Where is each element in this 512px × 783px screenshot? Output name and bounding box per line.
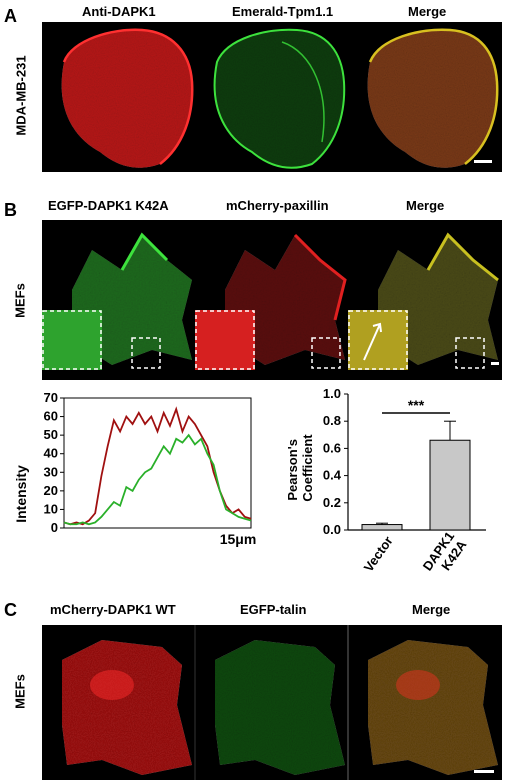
bar-chart-ytick-label: 0.6 [323,440,341,455]
panel-a-letter: A [4,6,17,26]
line-chart-ytick-label: 30 [44,464,58,479]
line-chart-ytick-label: 20 [44,483,58,498]
line-chart-ytick-label: 40 [44,446,58,461]
panel-a-scale-bar [474,160,492,163]
line-chart-ytick-label: 10 [44,501,58,516]
line-chart-ytick-label: 70 [44,390,58,405]
bar-chart-ylabel-line1: Pearson's [285,439,300,501]
line-chart-xlabel: 15μm [220,531,257,547]
panel-b-letter: B [4,200,17,220]
significance-label: *** [408,397,425,413]
panel-b-line-profile-arrow [363,323,381,361]
panel-a-merge-cell [367,28,499,168]
bar-chart-ytick-label: 0.0 [323,522,341,537]
pearson-bar-chart-svg: Pearson's Coefficient 0.0 0.2 0.4 0.6 0.8 1.0… [285,386,486,582]
panel-a-red-cell [61,28,194,168]
panel-b-merge-inset [348,310,408,370]
bar-chart-ylabel: Pearson's Coefficient [285,434,315,502]
intensity-line-chart: Intensity 15μm 0 10 20 30 40 50 60 70 [6,390,266,550]
bar-chart-ylabel-line2: Coefficient [300,434,315,502]
panel-b-red-roi [311,337,341,369]
panel-c-scale-bar [474,770,494,773]
bar-chart-ytick-label: 1.0 [323,386,341,401]
panel-b-merge-roi [455,337,485,369]
panel-b-col1-label: EGFP-DAPK1 K42A [48,198,169,213]
bar-chart-ytick-label: 0.4 [323,468,342,483]
bar-1 [429,439,471,531]
panel-a-image-strip [42,22,502,172]
panel-c-row-label: MEFs [12,674,28,709]
panel-c-col3-label: Merge [412,602,451,617]
line-chart-series-0 [63,406,252,526]
line-chart-ylabel: Intensity [13,465,29,523]
panel-b-green-inset-fill [42,310,102,370]
panel-b-scale-bar [491,362,499,365]
panel-c-image-strip [42,625,502,780]
panel-b-image-strip [42,220,502,380]
line-chart-series-1 [63,433,252,526]
panel-a-col2-label: Emerald-Tpm1.1 [232,4,334,19]
line-chart-plot-frame [63,397,252,529]
panel-a-col1-label: Anti-DAPK1 [82,4,156,19]
panel-b-merge-inset-fill [348,310,408,370]
panel-c-col2-label: EGFP-talin [240,602,307,617]
bar-category-label-0: Vector [361,533,396,574]
panel-b-green-roi [131,337,161,369]
panel-b-col2-label: mCherry-paxillin [226,198,329,213]
panel-b-red-inset [195,310,255,370]
panel-a-row-label: MDA-MB-231 [13,55,29,136]
panel-b-green-inset [42,310,102,370]
pearson-bar-chart: Pearson's Coefficient 0.0 0.2 0.4 0.6 0.8 1.0… [276,380,508,600]
panel-c-col1-label: mCherry-DAPK1 WT [50,602,176,617]
bar-category-label-line: Vector [361,533,396,574]
panel-b-red-inset-fill [195,310,255,370]
bar-chart-ytick-label: 0.8 [323,413,341,428]
bar-category-label-1: DAPK1K42A [420,528,470,582]
panel-c-green-cell [215,640,345,775]
panel-c-merge-cell [368,640,498,775]
line-chart-ytick-label: 50 [44,427,58,442]
intensity-line-chart-svg: Intensity 15μm 0 10 20 30 40 50 60 70 [13,390,257,547]
line-chart-ytick-label: 0 [51,520,58,535]
panel-a-green-cell [213,28,346,169]
panel-b-row-label: MEFs [12,283,28,318]
bar-chart-ytick-label: 0.2 [323,495,341,510]
panel-c-red-cell [62,640,192,775]
bar-0 [361,524,403,531]
panel-c-letter: C [4,600,17,620]
arrowhead-icon [372,322,382,333]
panel-a-col3-label: Merge [408,4,447,19]
panel-b-col3-label: Merge [406,198,445,213]
line-chart-ytick-label: 60 [44,409,58,424]
